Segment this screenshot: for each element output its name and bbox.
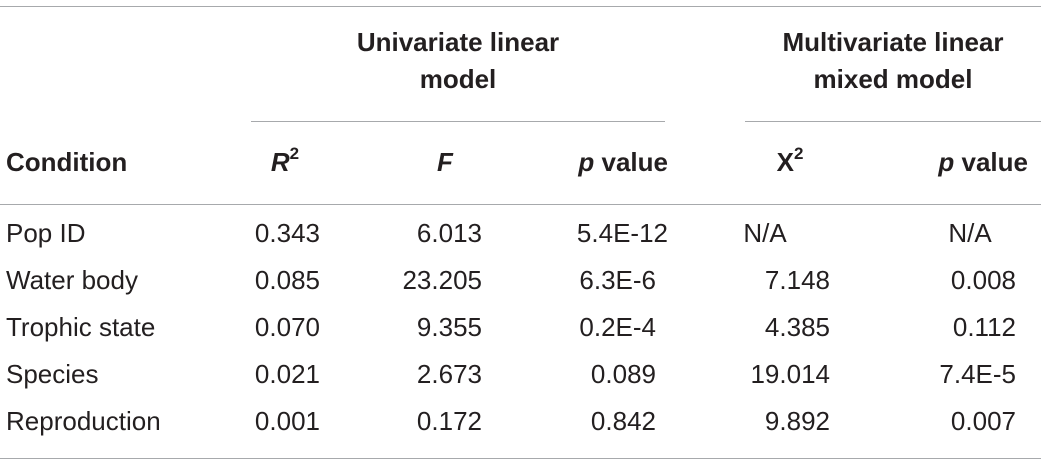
cell-x2: 9.892 [764,406,830,436]
cell-p-multivariate: 0.008 [950,265,1016,295]
column-header-condition: Condition [6,140,226,184]
header-bottom-rule [0,204,1041,205]
cell-p-univariate: 0.842 [590,406,656,436]
cell-f: 6.013 [416,218,482,248]
cell-f: 0.172 [416,406,482,436]
cell-f: 9.355 [416,312,482,342]
table-bottom-rule [0,458,1041,459]
cell-p-multivariate: 0.112 [952,312,1016,342]
cell-f: 23.205 [402,265,482,295]
table-top-rule [0,6,1041,7]
univariate-header-line2: model [419,64,497,94]
cell-r2: 0.001 [254,406,320,436]
cell-p-univariate: 5.4E-12 [576,218,668,248]
cell-r2: 0.085 [254,265,320,295]
cell-p-univariate: 0.2E-4 [579,312,656,342]
cell-p-multivariate: 0.007 [950,406,1016,436]
cell-p-univariate: 6.3E-6 [579,265,656,295]
multivariate-group-rule [745,121,1041,122]
r2-base: R [270,147,290,177]
column-header-f: F [390,140,500,184]
univariate-group-rule [251,121,665,122]
f-label: F [437,147,453,177]
column-header-p-multivariate: p value [860,140,1028,184]
cell-p-univariate: 0.089 [590,359,656,389]
cell-x2: 19.014 [750,359,830,389]
x2-superscript: 2 [793,144,804,164]
cell-p-multivariate: 7.4E-5 [939,359,1016,389]
cell-condition: Reproduction [6,406,161,436]
p-italic-multivariate: p [938,147,955,177]
cell-x2: 7.148 [764,265,830,295]
cell-condition: Pop ID [6,218,86,248]
univariate-group-header: Univariate linear model [251,24,665,98]
p-rest-multivariate: value [954,147,1029,177]
cell-condition: Trophic state [6,312,156,342]
cell-r2: 0.343 [254,218,320,248]
cell-r2: 0.021 [254,359,320,389]
cell-x2: 4.385 [764,312,830,342]
p-rest-univariate: value [594,147,669,177]
cell-condition: Water body [6,265,138,295]
r2-superscript: 2 [289,144,300,164]
x2-base: X [776,147,794,177]
cell-condition: Species [6,359,99,389]
multivariate-header-line2: mixed model [813,64,973,94]
cell-r2: 0.070 [254,312,320,342]
multivariate-group-header: Multivariate linear mixed model [745,24,1041,98]
cell-f: 2.673 [416,359,482,389]
condition-label: Condition [6,147,128,177]
multivariate-header-line1: Multivariate linear [782,27,1004,57]
column-header-p-univariate: p value [500,140,668,184]
column-header-r2: R2 [230,140,340,184]
column-header-x2: X2 [735,140,845,184]
cell-x2: N/A [743,218,787,248]
univariate-header-line1: Univariate linear [356,27,560,57]
cell-p-multivariate: N/A [948,218,992,248]
p-italic-univariate: p [578,147,595,177]
